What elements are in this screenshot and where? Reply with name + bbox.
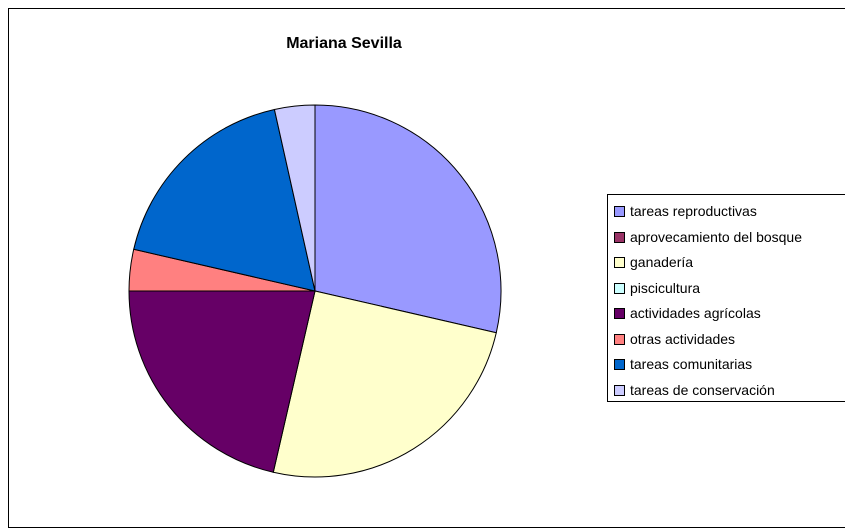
legend-swatch — [614, 282, 625, 294]
pie-slice-tareas-de-conservación — [273, 104, 316, 292]
legend-swatch — [614, 257, 625, 268]
pie-chart — [128, 104, 502, 478]
legend-label: tareas de conservación — [630, 381, 775, 398]
legend-item: ganadería — [608, 250, 845, 276]
legend-item: actividades agrícolas — [608, 301, 845, 327]
legend-swatch — [614, 384, 625, 396]
chart-title: Mariana Sevilla — [286, 35, 402, 52]
legend-label: aprovecamiento del bosque — [630, 228, 803, 245]
legend-swatch — [614, 231, 625, 243]
pie-slice-actividades-agrícolas — [128, 290, 316, 473]
legend-swatch — [614, 359, 625, 370]
legend-item: tareas de conservación — [608, 378, 845, 404]
legend-item: tareas reproductivas — [608, 199, 845, 225]
legend-label: tareas comunitarias — [630, 356, 753, 372]
pie-slice-tareas-comunitarias — [133, 108, 316, 292]
legend-item: otras actividades — [608, 327, 845, 353]
legend-item: piscicultura — [608, 276, 845, 302]
legend-label: tareas reproductivas — [630, 203, 757, 219]
legend-swatch — [614, 333, 625, 345]
legend-swatch — [614, 206, 625, 217]
pie-slice-tareas-reproductivas — [314, 104, 502, 334]
legend-swatch — [614, 308, 625, 319]
legend-label: actividades agrícolas — [630, 305, 761, 321]
legend-label: ganadería — [630, 254, 694, 270]
pie-slice-ganadería — [272, 290, 497, 478]
legend-item: aprovecamiento del bosque — [608, 225, 845, 251]
legend: tareas reproductivas aprovecamiento del b… — [607, 194, 845, 402]
legend-item: tareas comunitarias — [608, 352, 845, 378]
legend-label: otras actividades — [630, 330, 736, 347]
chart-area: Mariana Sevilla tareas reproductivas apro… — [8, 8, 845, 528]
legend-label: piscicultura — [630, 279, 701, 296]
